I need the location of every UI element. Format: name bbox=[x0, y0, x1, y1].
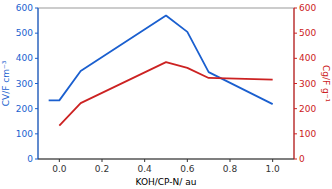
x-tick bbox=[230, 159, 231, 162]
x-tick-label: 0.8 bbox=[223, 164, 238, 174]
y-tick-label: 200 bbox=[16, 104, 33, 114]
plot-frame bbox=[38, 8, 294, 159]
y-tick bbox=[35, 159, 38, 160]
y2-tick bbox=[294, 58, 297, 59]
y2-tick-label: 400 bbox=[299, 53, 316, 63]
y-tick-label: 400 bbox=[16, 53, 33, 63]
y-tick bbox=[35, 108, 38, 109]
x-axis-line bbox=[38, 159, 294, 160]
x-axis-label: KOH/CP-N/ au bbox=[136, 177, 197, 187]
x-tick-label: 0.6 bbox=[180, 164, 195, 174]
y2-tick bbox=[294, 8, 297, 9]
y2-tick bbox=[294, 133, 297, 134]
y2-tick-label: 500 bbox=[299, 28, 316, 38]
series-line bbox=[49, 16, 273, 105]
x-tick bbox=[102, 159, 103, 162]
x-tick bbox=[272, 159, 273, 162]
x-tick bbox=[187, 159, 188, 162]
y-tick-label: 0 bbox=[27, 154, 33, 164]
y2-tick bbox=[294, 33, 297, 34]
x-tick bbox=[144, 159, 145, 162]
y2-tick bbox=[294, 108, 297, 109]
y-tick-label: 500 bbox=[16, 28, 33, 38]
y-tick bbox=[35, 133, 38, 134]
y-tick-label: 100 bbox=[16, 129, 33, 139]
x-tick-label: 0.0 bbox=[52, 164, 67, 174]
plot-area bbox=[49, 16, 273, 126]
y-tick bbox=[35, 33, 38, 34]
x-tick-label: 0.2 bbox=[95, 164, 109, 174]
x-tick bbox=[59, 159, 60, 162]
y-tick bbox=[35, 8, 38, 9]
y2-tick-label: 300 bbox=[299, 79, 316, 89]
y2-tick bbox=[294, 159, 297, 160]
y2-tick-label: 200 bbox=[299, 104, 316, 114]
y2-tick bbox=[294, 83, 297, 84]
series-line bbox=[59, 62, 272, 125]
y-tick-label: 600 bbox=[16, 3, 33, 13]
y-axis-label: CV/F cm⁻³ bbox=[1, 60, 11, 106]
y2-tick-label: 100 bbox=[299, 129, 316, 139]
y-tick bbox=[35, 83, 38, 84]
x-tick-label: 1.0 bbox=[266, 164, 281, 174]
y-tick bbox=[35, 58, 38, 59]
y2-tick-label: 0 bbox=[299, 154, 305, 164]
y-tick-label: 300 bbox=[16, 79, 33, 89]
y2-axis-label: Cg/F g⁻¹ bbox=[321, 65, 331, 103]
y2-tick-label: 600 bbox=[299, 3, 316, 13]
chart: 0.0 0.2 0.4 0.6 0.8 1.0 0 100 200 300 400 500 600 0 10… bbox=[0, 0, 332, 189]
x-tick-label: 0.4 bbox=[138, 164, 153, 174]
